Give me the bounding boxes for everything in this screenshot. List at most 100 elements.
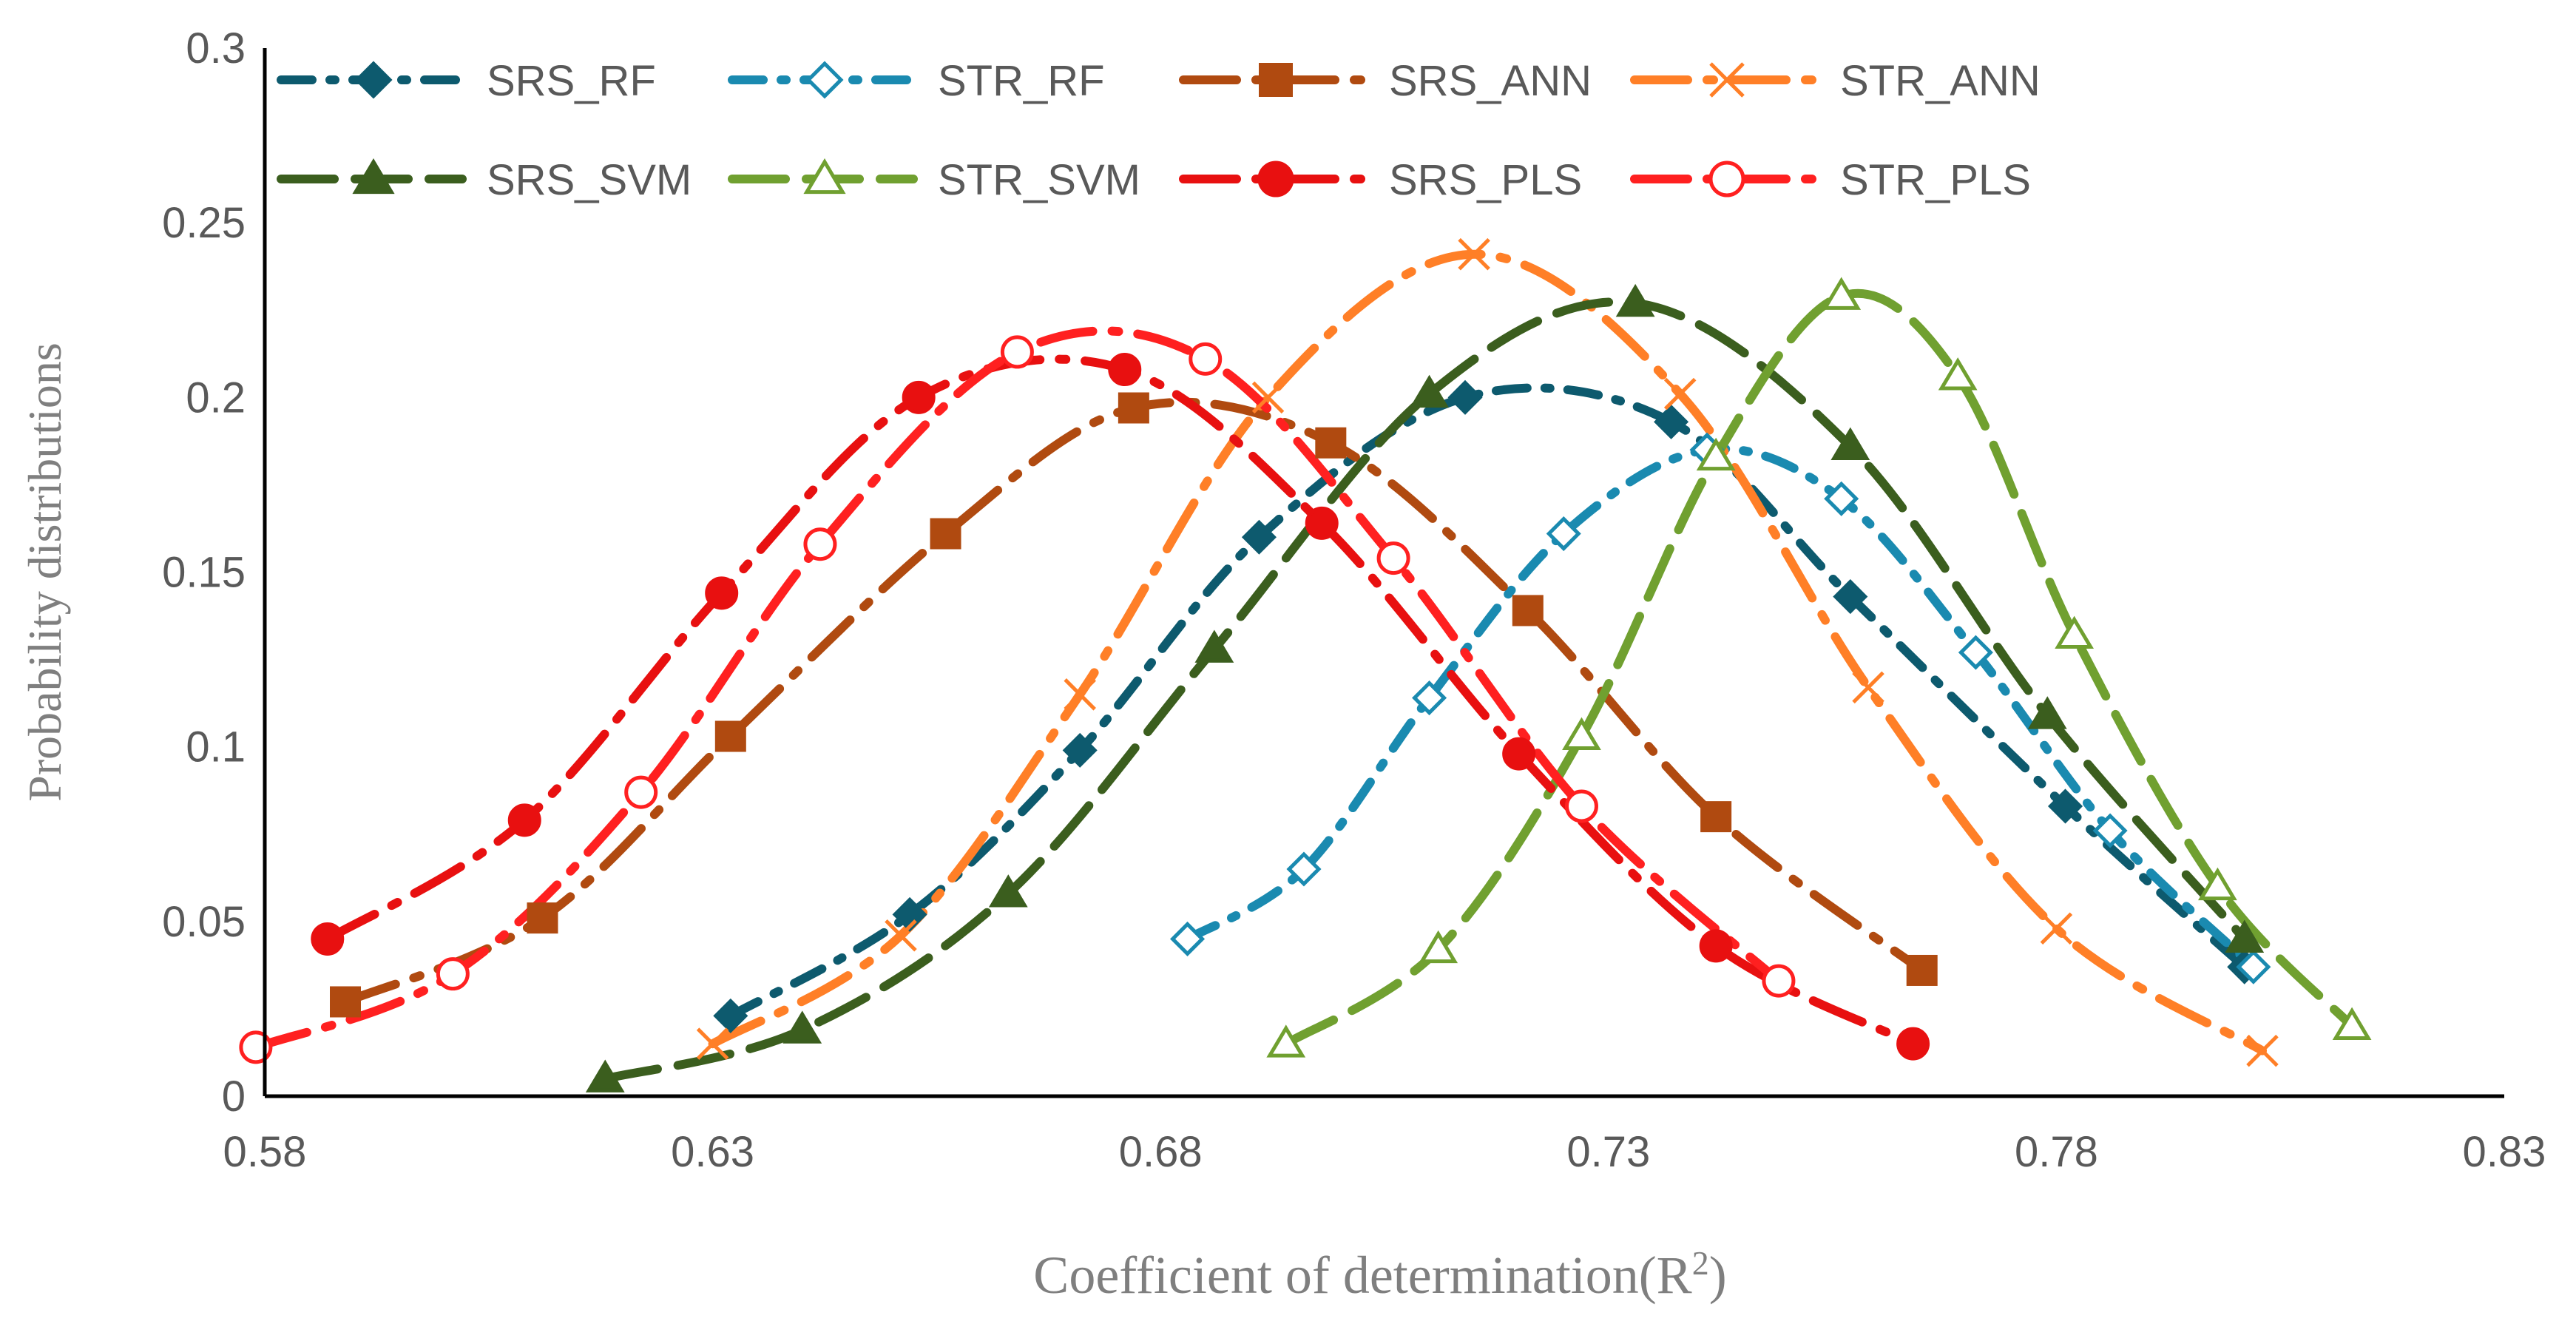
legend-item-srs-rf: SRS_RF: [277, 57, 656, 105]
data-point-str-svm: [1696, 437, 1736, 471]
data-point-srs-pls: [1896, 1027, 1930, 1061]
data-point-srs-rf: [892, 896, 927, 932]
data-point-str-pls: [1762, 964, 1796, 998]
data-point-str-rf: [1546, 516, 1581, 552]
data-point-str-pls: [1189, 342, 1223, 376]
legend-label: STR_RF: [938, 57, 1105, 105]
series-line-srs-ann: [341, 397, 1927, 1007]
legend-label: SRS_PLS: [1389, 156, 1582, 204]
data-point-str-pls: [1376, 541, 1410, 575]
legend-item-str-pls: STR_PLS: [1630, 156, 2031, 204]
x-axis-title: Coefficient of determination(R2): [1033, 1244, 1726, 1306]
legend-item-srs-pls: SRS_PLS: [1179, 156, 1582, 204]
x-tick-label: 0.73: [1566, 1128, 1650, 1176]
y-tick-label: 0.3: [186, 24, 246, 72]
data-point-str-svm: [1266, 1024, 1306, 1058]
data-point-srs-svm: [1194, 629, 1234, 663]
data-point-srs-svm: [2225, 919, 2265, 953]
data-point-srs-ann: [930, 518, 961, 550]
data-point-str-svm: [1562, 717, 1601, 750]
data-point-srs-ann: [1700, 801, 1732, 833]
y-tick-label: 0.1: [186, 723, 246, 771]
y-tick-labels: 0 0.05 0.1 0.15 0.2 0.25 0.3: [162, 24, 246, 1121]
data-point-srs-pls: [507, 803, 541, 837]
data-point-str-ann: [1852, 671, 1884, 704]
data-point-srs-svm: [1615, 283, 1655, 317]
legend-swatch-marker: [1257, 161, 1294, 197]
data-point-str-ann: [1458, 237, 1490, 271]
data-point-srs-rf: [1447, 379, 1483, 415]
legend-label: STR_SVM: [938, 156, 1140, 204]
data-point-srs-pls: [1108, 353, 1142, 387]
data-point-srs-rf: [2047, 788, 2083, 824]
y-tick-label: 0.15: [162, 549, 246, 597]
data-point-srs-svm: [782, 1010, 822, 1044]
data-point-srs-rf: [1833, 579, 1868, 615]
data-point-str-ann: [2040, 912, 2073, 945]
legend-item-str-svm: STR_SVM: [728, 156, 1140, 204]
series-line-str-ann: [708, 249, 2267, 1056]
y-tick-label: 0.05: [162, 898, 246, 946]
series-line-str-rf: [1183, 444, 2258, 972]
legend-swatch-marker: [1708, 161, 1745, 197]
data-point-str-rf: [1412, 680, 1447, 716]
data-point-srs-ann: [1315, 427, 1347, 459]
data-point-srs-ann: [1906, 954, 1938, 986]
legend-swatch-marker: [803, 158, 846, 195]
data-point-str-rf: [1170, 921, 1206, 956]
series-line-str-pls: [251, 326, 1783, 1052]
x-tick-labels: 0.58 0.63 0.68 0.73 0.78 0.83: [223, 1128, 2546, 1176]
legend-label: STR_ANN: [1840, 57, 2041, 105]
legend-label: STR_PLS: [1840, 156, 2031, 204]
data-point-srs-svm: [1410, 374, 1449, 408]
data-point-str-ann: [2246, 1034, 2279, 1067]
data-point-srs-rf: [1062, 732, 1098, 768]
x-axis-title-close: ): [1709, 1246, 1727, 1305]
legend-label: SRS_ANN: [1389, 57, 1592, 105]
data-point-str-rf: [1824, 481, 1859, 516]
data-point-str-pls: [624, 775, 658, 809]
legend-item-str-rf: STR_RF: [728, 57, 1105, 105]
data-point-str-rf: [1958, 635, 1993, 670]
x-tick-label: 0.58: [223, 1128, 307, 1176]
data-point-str-svm: [2332, 1007, 2372, 1041]
data-point-srs-ann: [1118, 392, 1149, 424]
legend-item-str-ann: STR_ANN: [1630, 57, 2041, 105]
data-point-str-ann: [1251, 381, 1285, 414]
data-point-srs-ann: [714, 720, 746, 752]
data-point-srs-svm: [988, 874, 1028, 908]
data-point-srs-pls: [1699, 929, 1733, 963]
data-point-str-pls: [803, 527, 837, 561]
data-point-str-rf: [2092, 813, 2128, 848]
legend-swatch-marker: [805, 61, 844, 99]
data-point-str-ann: [696, 1027, 729, 1060]
data-point-srs-rf: [1654, 404, 1689, 439]
legend-swatch-marker: [1709, 62, 1745, 98]
y-tick-label: 0: [222, 1073, 246, 1121]
data-point-srs-pls: [1502, 737, 1536, 771]
y-axis-title: Probability distributions: [18, 342, 71, 801]
legend-swatch-marker: [352, 158, 395, 195]
data-point-srs-pls: [311, 922, 345, 956]
x-tick-label: 0.63: [671, 1128, 754, 1176]
curves-layer: [251, 249, 2357, 1084]
data-point-srs-ann: [527, 902, 558, 934]
data-point-str-svm: [2198, 867, 2237, 901]
data-point-str-ann: [1663, 377, 1697, 411]
data-point-srs-rf: [1241, 519, 1277, 555]
data-point-str-svm: [1938, 357, 1978, 391]
data-point-str-pls: [1000, 335, 1034, 369]
data-point-srs-ann: [1512, 595, 1544, 626]
y-tick-label: 0.2: [186, 374, 246, 422]
legend-swatch-marker: [1259, 63, 1293, 97]
x-tick-label: 0.83: [2463, 1128, 2546, 1176]
legend-label: SRS_RF: [487, 57, 656, 105]
data-point-str-ann: [1064, 678, 1096, 711]
legend-item-srs-svm: SRS_SVM: [277, 156, 692, 204]
data-point-str-rf: [1286, 851, 1322, 887]
data-point-srs-rf: [713, 998, 748, 1033]
x-axis-title-main: Coefficient of determination(R: [1033, 1246, 1691, 1305]
legend-label: SRS_SVM: [487, 156, 692, 204]
